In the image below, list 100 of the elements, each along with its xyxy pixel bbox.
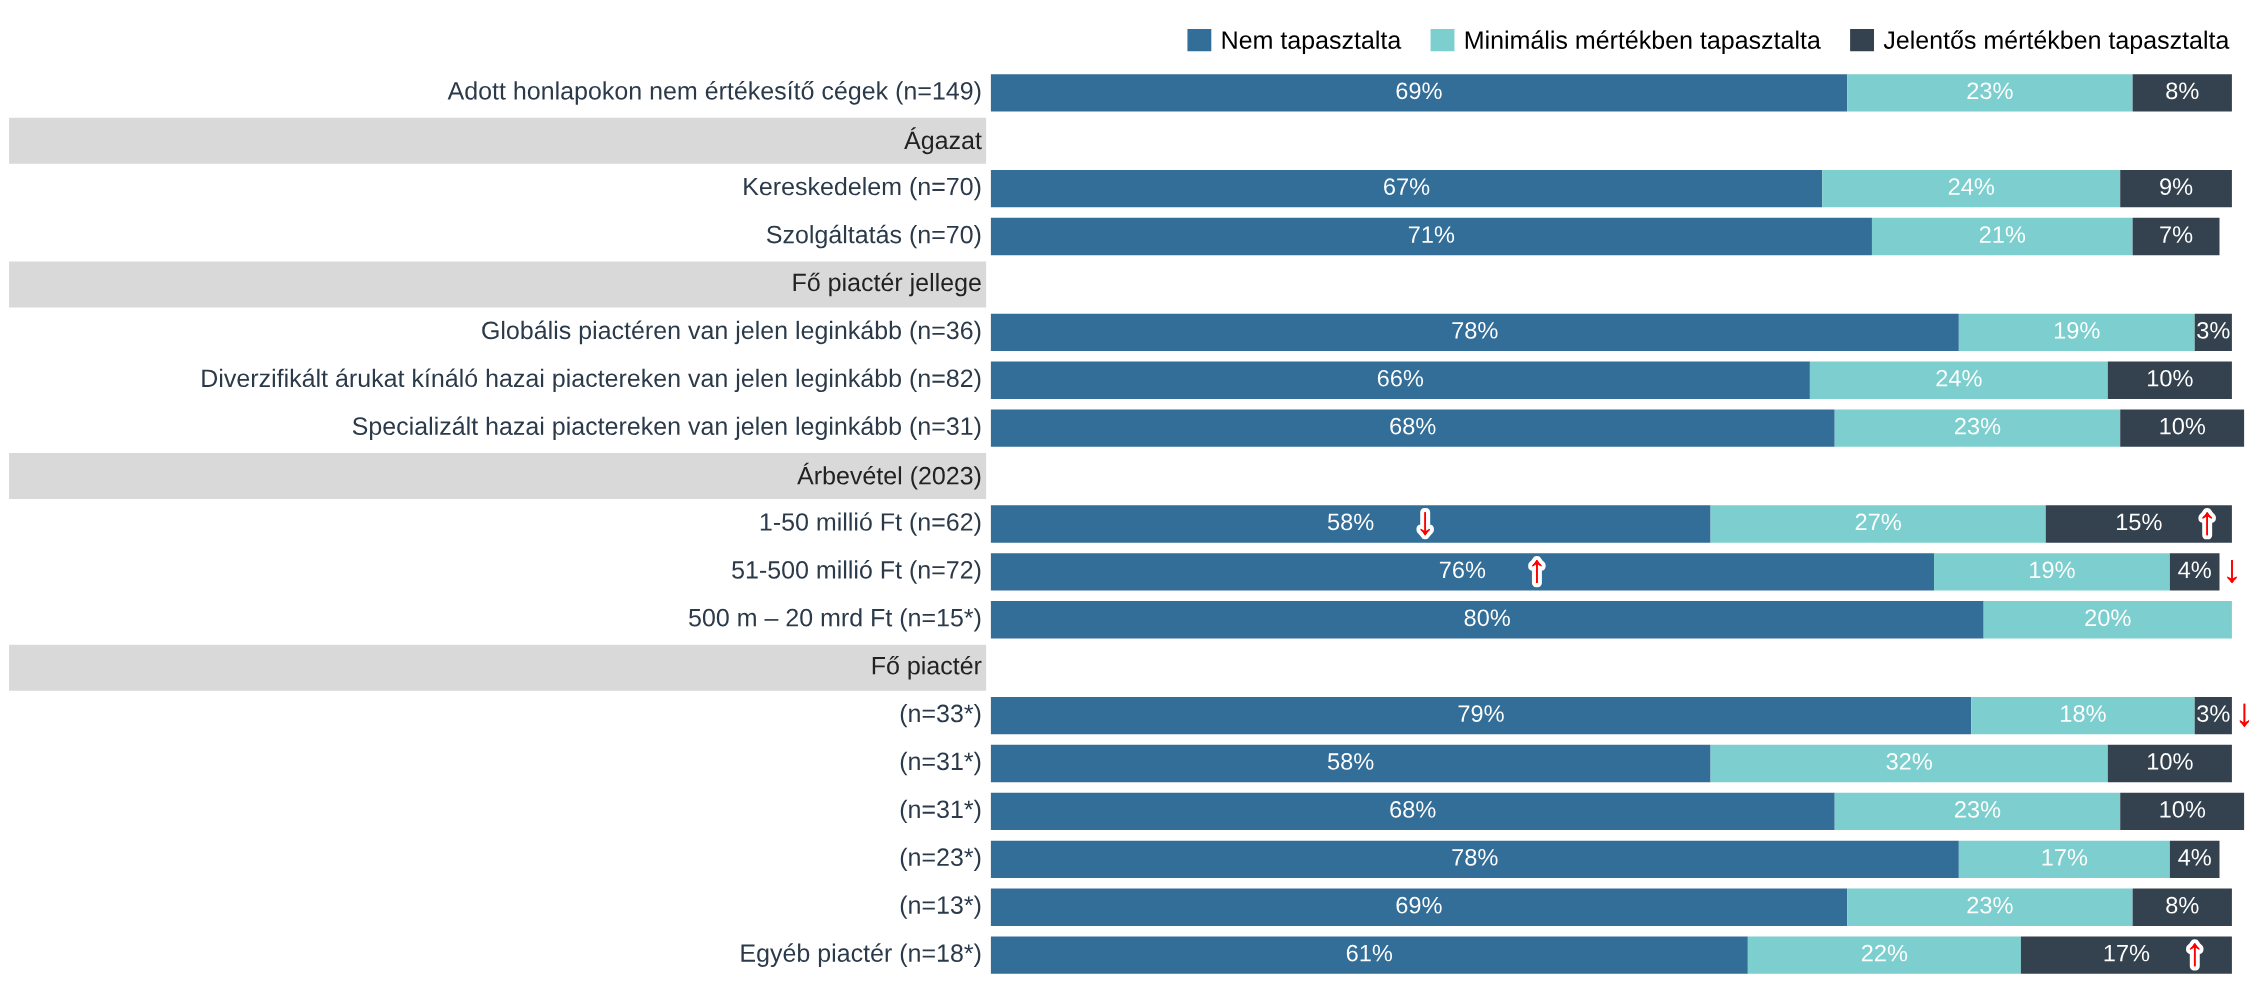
bar <box>1934 553 2170 591</box>
y-tick-label: Szolgáltatás (n=70) <box>766 224 981 249</box>
data-label: 21% <box>1979 226 2026 243</box>
annotation: ↑ <box>1532 560 1542 584</box>
y-tick-label: 500 m – 20 mrd Ft (n=15*) <box>689 608 981 632</box>
data-label: 17% <box>2042 849 2088 866</box>
data-label: 69% <box>1396 896 1442 914</box>
legend-label: Nem tapasztalta <box>1222 30 1402 54</box>
data-label: 8% <box>2166 896 2199 914</box>
data-label: 78% <box>1452 321 1498 339</box>
data-label: 76% <box>1439 561 1486 579</box>
data-label: 10% <box>2160 417 2206 435</box>
y-tick-label: (n=31*) <box>900 751 981 776</box>
data-label: 69% <box>1396 82 1442 100</box>
data-label: 32% <box>1886 753 1932 770</box>
data-label: 80% <box>1464 609 1510 627</box>
y-tick-label: Ágazat <box>904 127 982 155</box>
bar <box>990 313 1959 352</box>
bar <box>1971 696 2195 735</box>
bar <box>990 505 1711 543</box>
y-tick-label: Kereskedelem (n=70) <box>744 176 981 201</box>
bar <box>2169 553 2220 591</box>
bar <box>990 792 1835 831</box>
data-label: 9% <box>2160 178 2193 195</box>
bar <box>2120 409 2245 447</box>
bar <box>2107 361 2232 399</box>
bar <box>990 74 1848 112</box>
bar <box>1983 601 2232 639</box>
y-tick-label: 51-500 millió Ft (n=72) <box>732 560 981 584</box>
data-label: 23% <box>1967 896 2013 914</box>
data-label: 67% <box>1384 178 1430 195</box>
bar <box>2120 792 2245 831</box>
bar <box>990 169 1823 208</box>
bar <box>2132 888 2232 926</box>
data-label: 10% <box>2148 369 2193 387</box>
bar <box>990 361 1810 399</box>
data-label: 79% <box>1458 705 1504 722</box>
data-label: 23% <box>1967 82 2013 100</box>
bar <box>1747 936 2021 974</box>
bar <box>990 553 1935 591</box>
bar <box>2132 217 2220 256</box>
bar <box>990 840 1959 878</box>
y-tick-label: Egyéb piactér (n=18*) <box>741 943 981 967</box>
data-label: 58% <box>1327 753 1374 770</box>
bar <box>990 936 1748 974</box>
annotation: ↓ <box>2239 703 2249 727</box>
data-label: 18% <box>2061 705 2106 722</box>
bar <box>1834 792 2121 831</box>
y-tick-label: Globális piactéren van jelen leginkább (n=36) <box>482 320 981 345</box>
bar <box>990 696 1972 735</box>
data-label: 66% <box>1377 369 1424 387</box>
data-label: 68% <box>1390 417 1436 435</box>
y-tick-label: Árbevétel (2023) <box>797 462 981 490</box>
bar <box>1958 313 2195 352</box>
data-label: 4% <box>2178 561 2211 579</box>
bar <box>1847 74 2133 112</box>
data-label: 7% <box>2160 226 2193 243</box>
data-label: 10% <box>2148 753 2193 770</box>
data-label: 68% <box>1390 801 1436 818</box>
bar <box>2132 74 2232 112</box>
bar <box>990 217 1872 256</box>
bar <box>1822 169 2121 208</box>
data-label: 15% <box>2117 513 2162 531</box>
bar <box>990 601 1984 639</box>
data-label: 3% <box>2197 705 2230 722</box>
annotation: ↓ <box>1420 512 1430 536</box>
data-label: 71% <box>1408 226 1455 243</box>
bar <box>1958 840 2170 878</box>
bar <box>1847 888 2133 926</box>
legend-label: Minimális mértékben tapasztalta <box>1465 30 1821 54</box>
data-label: 24% <box>1948 178 1995 195</box>
bar <box>1710 505 2046 543</box>
data-label: 24% <box>1936 369 1982 387</box>
data-label: 23% <box>1955 801 2001 818</box>
bar <box>1834 409 2121 447</box>
data-label: 20% <box>2085 609 2131 627</box>
data-label: 4% <box>2178 849 2211 866</box>
bar <box>1871 217 2133 256</box>
data-label: 19% <box>2054 321 2100 339</box>
y-tick-label: 1-50 millió Ft (n=62) <box>760 512 981 536</box>
bar <box>990 744 1711 783</box>
bar <box>1710 744 2108 783</box>
y-tick-label: (n=13*) <box>900 895 981 919</box>
legend-label: Jelentős mértékben tapasztalta <box>1883 30 2230 54</box>
annotation: ↑ <box>2190 943 2200 967</box>
bar <box>2020 936 2232 974</box>
bar <box>1809 361 2108 399</box>
y-tick-label: (n=23*) <box>900 847 981 871</box>
data-label: 78% <box>1452 848 1498 866</box>
y-tick-label: Fő piactér jellege <box>793 272 981 297</box>
data-label: 58% <box>1327 513 1374 531</box>
data-label: 22% <box>1861 944 1908 962</box>
bar <box>2045 505 2232 543</box>
bar <box>2120 169 2232 208</box>
y-tick-label: Diverzifikált árukat kínáló hazai piactereken van jelen leginkább (n=82) <box>202 368 981 393</box>
annotation: ↓ <box>2227 560 2237 584</box>
data-label: 3% <box>2197 321 2230 339</box>
data-label: 61% <box>1346 944 1393 962</box>
y-tick-label: (n=33*) <box>900 703 981 728</box>
bar <box>990 409 1835 447</box>
